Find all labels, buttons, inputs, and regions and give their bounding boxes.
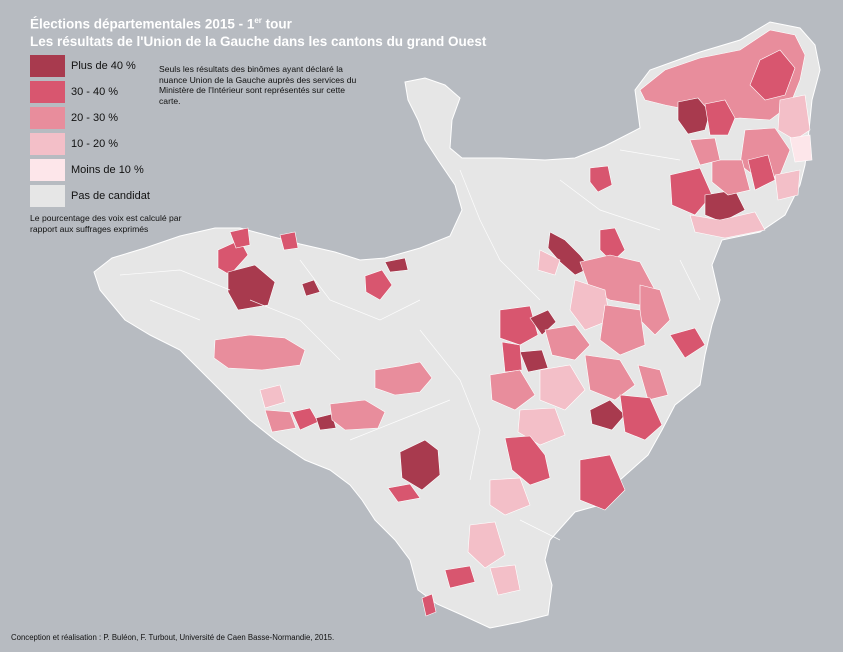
canton: [499, 305, 539, 346]
canton: [519, 349, 549, 373]
canton: [229, 227, 251, 249]
legend-item: 20 - 30 %: [30, 107, 150, 129]
canton: [544, 324, 591, 361]
canton: [774, 169, 801, 201]
legend-item: Plus de 40 %: [30, 55, 150, 77]
canton: [789, 134, 813, 163]
canton: [539, 364, 586, 411]
canton: [711, 159, 751, 196]
legend-swatch: [30, 81, 65, 103]
legend-label: 30 - 40 %: [71, 86, 119, 98]
legend-item: Moins de 10 %: [30, 159, 150, 181]
canton: [704, 99, 736, 136]
canton: [489, 477, 531, 516]
canton: [669, 167, 713, 216]
canton: [444, 565, 476, 589]
canton: [501, 341, 523, 373]
canton: [264, 409, 297, 433]
legend-item: Pas de candidat: [30, 185, 150, 207]
canton: [689, 211, 766, 239]
canton: [537, 249, 561, 276]
credit: Conception et réalisation : P. Buléon, F…: [11, 633, 335, 642]
legend-swatch: [30, 159, 65, 181]
canton-borders: [119, 149, 701, 541]
legend-item: 10 - 20 %: [30, 133, 150, 155]
legend-swatch: [30, 133, 65, 155]
canton: [747, 154, 776, 191]
canton: [329, 399, 386, 431]
canton: [374, 361, 433, 396]
title-line-2: Les résultats de l'Union de la Gauche da…: [30, 33, 487, 49]
canton: [213, 334, 306, 371]
canton: [364, 269, 393, 301]
canton: [301, 279, 321, 297]
landmass: [93, 21, 821, 629]
canton: [504, 435, 551, 486]
canton: [489, 369, 536, 411]
canton: [599, 227, 626, 263]
canton: [279, 231, 299, 251]
canton: [467, 521, 506, 569]
canton: [227, 264, 276, 311]
canton: [749, 49, 796, 101]
canton: [259, 384, 286, 409]
canton: [589, 165, 613, 193]
canton: [569, 279, 611, 331]
percentage-note: Le pourcentage des voix est calculé par …: [30, 213, 182, 234]
canton-shading: [213, 29, 813, 617]
legend-label: Pas de candidat: [71, 190, 150, 202]
legend-swatch: [30, 55, 65, 77]
canton: [637, 364, 669, 401]
canton: [384, 257, 409, 273]
legend: Plus de 40 % 30 - 40 % 20 - 30 % 10 - 20…: [30, 55, 150, 211]
canton: [677, 97, 711, 135]
legend-label: Plus de 40 %: [71, 60, 136, 72]
legend-swatch: [30, 185, 65, 207]
canton: [399, 439, 441, 491]
canton: [584, 354, 636, 401]
canton: [529, 309, 557, 336]
canton: [579, 454, 626, 511]
legend-label: 10 - 20 %: [71, 138, 119, 150]
legend-swatch: [30, 107, 65, 129]
canton: [547, 231, 591, 276]
canton: [777, 94, 811, 141]
canton: [669, 327, 706, 359]
canton: [387, 483, 421, 503]
canton: [589, 399, 626, 431]
legend-label: 20 - 30 %: [71, 112, 119, 124]
legend-label: Moins de 10 %: [71, 164, 144, 176]
canton: [489, 564, 521, 596]
map-title: Élections départementales 2015 - 1er tou…: [30, 12, 486, 50]
canton: [619, 394, 663, 441]
canton: [315, 413, 337, 431]
canton: [421, 593, 437, 617]
legend-item: 30 - 40 %: [30, 81, 150, 103]
method-note: Seuls les résultats des binômes ayant dé…: [159, 64, 357, 106]
title-line-1: Élections départementales 2015 - 1er tou…: [30, 16, 292, 32]
canton: [599, 304, 646, 356]
canton: [689, 137, 721, 166]
